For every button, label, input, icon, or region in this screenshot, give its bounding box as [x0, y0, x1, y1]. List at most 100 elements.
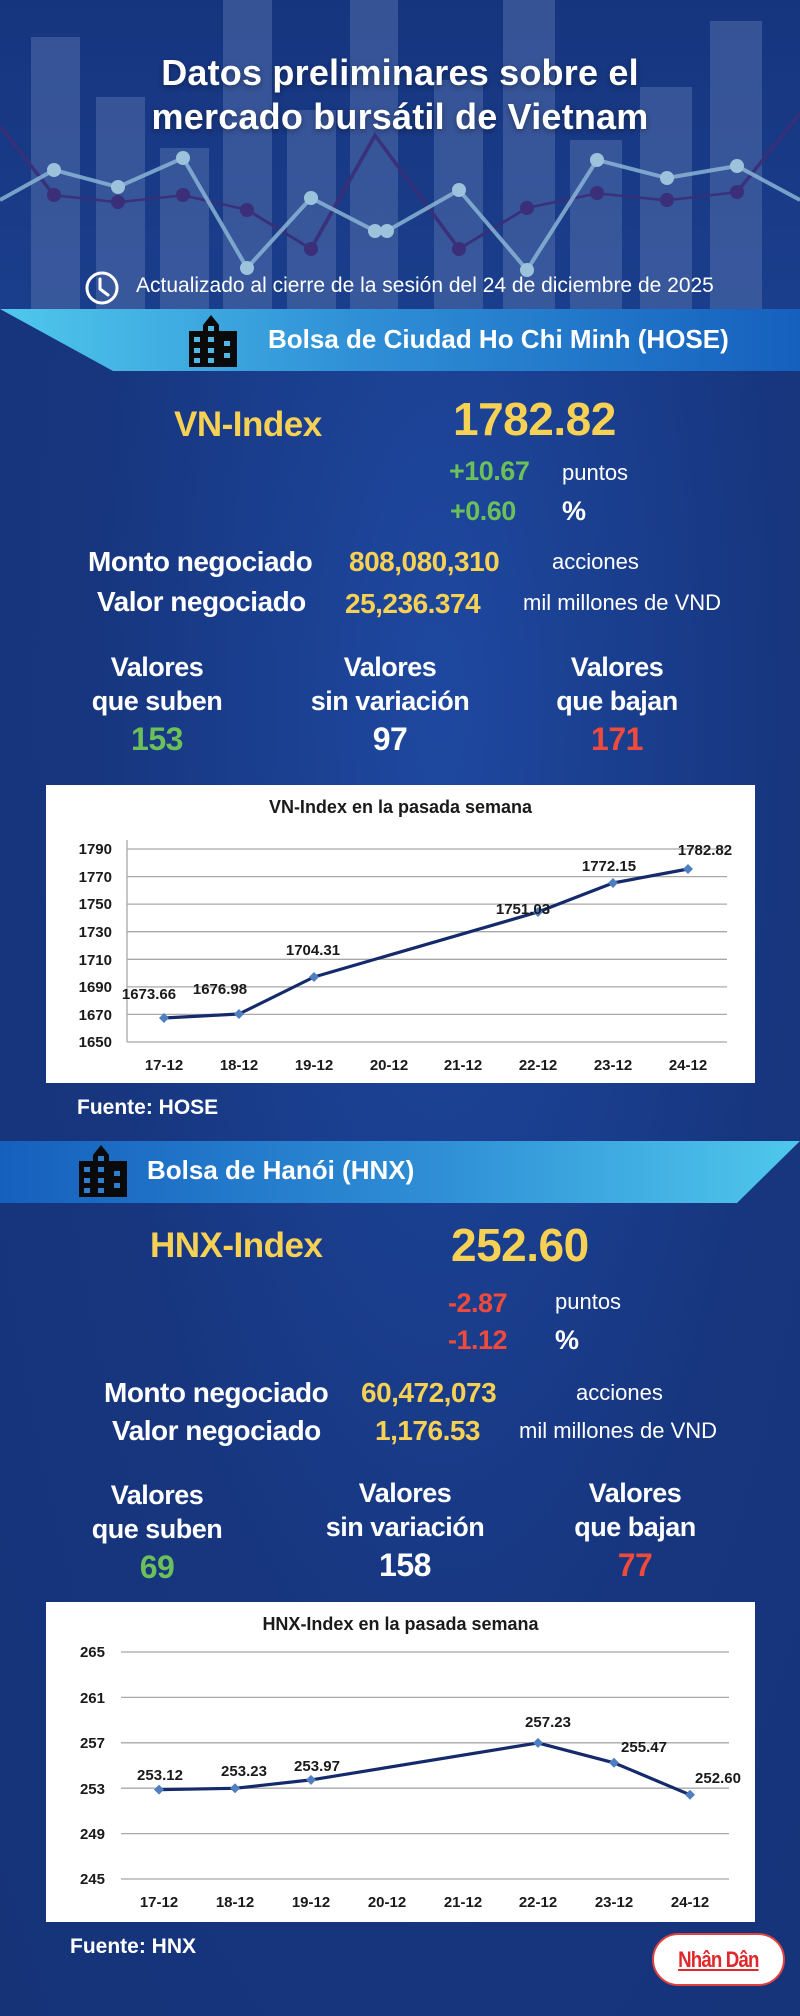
chart-title: HNX-Index en la pasada semana	[262, 1614, 539, 1634]
svg-text:20-12: 20-12	[368, 1894, 406, 1911]
vn-index-chart: VN-Index en la pasada semana 1790 1770 1…	[46, 785, 755, 1083]
hnx-index-line-chart: 265 261 257 253 249 245 17-12 18-12 19-1…	[80, 1644, 741, 1911]
chart-title: VN-Index en la pasada semana	[268, 797, 533, 817]
stat-label: que bajan	[556, 686, 678, 716]
svg-text:22-12: 22-12	[519, 1057, 557, 1074]
page-title-line1: Datos preliminares sobre el	[161, 52, 639, 93]
stat-label: que bajan	[574, 1512, 696, 1542]
hnx-unchanged-count: 158	[379, 1547, 431, 1583]
hnx-index-label: HNX-Index	[150, 1226, 323, 1265]
hnx-volume-unit: acciones	[576, 1380, 663, 1405]
hose-stat-unchanged: Valores sin variación 97	[270, 650, 510, 756]
hnx-index-percent-unit: %	[555, 1325, 580, 1355]
svg-text:245: 245	[80, 1871, 105, 1888]
stat-label: Valores	[110, 1480, 204, 1510]
stat-label: que suben	[91, 1514, 223, 1544]
svg-text:21-12: 21-12	[444, 1057, 482, 1074]
data-label: 1772.15	[582, 858, 636, 875]
hose-value-unit: mil millones de VND	[523, 590, 722, 615]
svg-text:249: 249	[80, 1826, 105, 1843]
svg-text:18-12: 18-12	[220, 1057, 258, 1074]
page-title-line2: mercado bursátil de Vietnam	[151, 96, 649, 137]
data-label: 1676.98	[193, 981, 247, 998]
stat-label: sin variación	[325, 1512, 485, 1542]
svg-text:265: 265	[80, 1644, 105, 1661]
building-icon	[79, 1145, 127, 1197]
building-icon	[189, 315, 237, 367]
svg-text:21-12: 21-12	[444, 1894, 482, 1911]
data-label: 257.23	[525, 1714, 571, 1731]
hose-source: Fuente: HOSE	[77, 1096, 219, 1119]
stat-label: Valores	[343, 652, 437, 682]
hose-volume-unit: acciones	[552, 549, 639, 574]
svg-text:24-12: 24-12	[671, 1894, 709, 1911]
vn-index-points-unit: puntos	[562, 460, 629, 485]
data-label: 253.12	[137, 1767, 183, 1784]
data-label: 253.97	[294, 1758, 340, 1775]
svg-text:1650: 1650	[79, 1034, 112, 1051]
vn-index-line-chart: 1790 1770 1750 1730 1710 1690 1670 1650 …	[79, 840, 732, 1074]
svg-text:24-12: 24-12	[669, 1057, 707, 1074]
nhan-dan-logo: Nhân Dân	[652, 1933, 785, 1986]
clock-icon	[85, 271, 119, 305]
updated-timestamp: Actualizado al cierre de la sesión del 2…	[136, 274, 714, 297]
data-label: 1704.31	[286, 942, 340, 959]
hnx-index-value: 252.60	[451, 1219, 589, 1271]
vn-index-label: VN-Index	[174, 405, 322, 444]
data-label: 1673.66	[122, 986, 176, 1003]
svg-text:1670: 1670	[79, 1007, 112, 1024]
svg-text:23-12: 23-12	[594, 1057, 632, 1074]
hnx-decliners-count: 77	[617, 1547, 653, 1583]
svg-text:257: 257	[80, 1735, 105, 1752]
hnx-stat-unchanged: Valores sin variación 158	[285, 1476, 525, 1582]
hose-value-label: Valor negociado	[97, 586, 306, 617]
hose-value-value: 25,236.374	[345, 588, 481, 619]
data-label: 252.60	[695, 1770, 741, 1787]
svg-text:19-12: 19-12	[292, 1894, 330, 1911]
svg-text:1710: 1710	[79, 952, 112, 969]
hnx-value-label: Valor negociado	[112, 1415, 321, 1446]
hnx-source: Fuente: HNX	[70, 1935, 196, 1958]
hose-banner-title: Bolsa de Ciudad Ho Chi Minh (HOSE)	[268, 324, 729, 354]
svg-text:20-12: 20-12	[370, 1057, 408, 1074]
svg-text:18-12: 18-12	[216, 1894, 254, 1911]
hose-banner: Bolsa de Ciudad Ho Chi Minh (HOSE)	[0, 309, 800, 371]
svg-text:1770: 1770	[79, 869, 112, 886]
vn-index-change-percent: +0.60	[450, 496, 516, 526]
hnx-value-value: 1,176.53	[375, 1415, 481, 1446]
data-label: 255.47	[621, 1739, 667, 1756]
hose-stat-down: Valores que bajan 171	[517, 650, 717, 756]
hnx-volume-label: Monto negociado	[104, 1377, 329, 1408]
hnx-index-change-percent: -1.12	[448, 1325, 508, 1355]
svg-text:253: 253	[80, 1781, 105, 1798]
svg-text:1790: 1790	[79, 841, 112, 858]
hose-volume-label: Monto negociado	[88, 546, 313, 577]
vn-index-change-points: +10.67	[449, 456, 530, 486]
hnx-stat-up: Valores que suben 69	[57, 1478, 257, 1584]
hnx-volume-value: 60,472,073	[361, 1377, 497, 1408]
svg-text:1690: 1690	[79, 979, 112, 996]
hose-decliners-count: 171	[591, 721, 643, 757]
stat-label: que suben	[91, 686, 223, 716]
svg-text:19-12: 19-12	[295, 1057, 333, 1074]
svg-text:261: 261	[80, 1690, 105, 1707]
data-label: 1751.03	[496, 901, 550, 918]
svg-text:1750: 1750	[79, 896, 112, 913]
stat-label: Valores	[358, 1478, 452, 1508]
hero-header: Datos preliminares sobre el mercado burs…	[0, 0, 800, 309]
svg-text:17-12: 17-12	[145, 1057, 183, 1074]
hnx-banner: Bolsa de Hanói (HNX)	[0, 1141, 800, 1203]
stat-label: Valores	[588, 1478, 682, 1508]
logo-text: Nhân Dân	[678, 1947, 759, 1972]
hose-stat-up: Valores que suben 153	[57, 650, 257, 756]
hnx-banner-title: Bolsa de Hanói (HNX)	[147, 1155, 415, 1185]
svg-text:23-12: 23-12	[595, 1894, 633, 1911]
hose-volume-value: 808,080,310	[349, 546, 500, 577]
svg-text:1730: 1730	[79, 924, 112, 941]
stat-label: Valores	[110, 652, 204, 682]
hnx-index-chart: HNX-Index en la pasada semana 265 261 25…	[46, 1602, 755, 1922]
hnx-value-unit: mil millones de VND	[519, 1418, 718, 1443]
hnx-index-change-points: -2.87	[448, 1288, 508, 1318]
hnx-stat-down: Valores que bajan 77	[535, 1476, 735, 1582]
